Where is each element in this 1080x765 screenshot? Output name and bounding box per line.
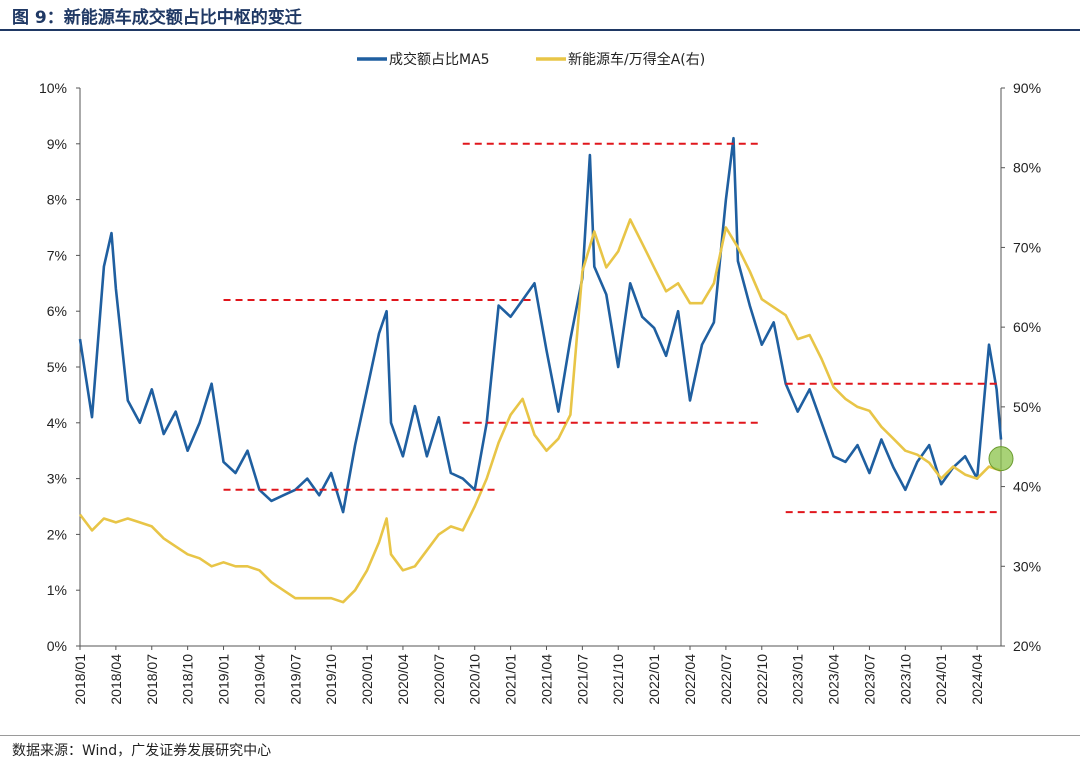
- x-tick-label: 2024/04: [969, 654, 985, 705]
- x-tick-label: 2021/07: [574, 654, 590, 705]
- x-tick-label: 2024/01: [933, 654, 949, 705]
- x-tick-label: 2019/10: [323, 654, 339, 705]
- right-tick-label: 30%: [1013, 558, 1041, 574]
- left-tick-label: 5%: [47, 359, 67, 375]
- x-tick-label: 2018/04: [108, 654, 124, 705]
- legend-label-1: 成交额占比MA5: [389, 51, 490, 68]
- x-tick-label: 2019/07: [287, 654, 303, 705]
- x-tick-label: 2022/07: [718, 654, 734, 705]
- x-tick-label: 2020/01: [359, 654, 375, 705]
- x-tick-label: 2021/01: [503, 654, 519, 705]
- x-tick-label: 2022/10: [754, 654, 770, 705]
- figure-title: 图 9：新能源车成交额占比中枢的变迁: [12, 8, 302, 28]
- left-tick-label: 10%: [39, 80, 67, 96]
- x-tick-label: 2023/10: [897, 654, 913, 705]
- legend-label-2: 新能源车/万得全A(右): [568, 51, 705, 68]
- series-line-2: [78, 218, 1002, 604]
- right-tick-label: 80%: [1013, 160, 1041, 176]
- right-tick-label: 70%: [1013, 239, 1041, 255]
- data-source: 数据来源：Wind，广发证券发展研究中心: [12, 743, 272, 759]
- x-tick-label: 2020/10: [467, 654, 483, 705]
- right-tick-label: 50%: [1013, 399, 1041, 415]
- left-tick-label: 9%: [47, 136, 67, 152]
- x-tick-label: 2023/04: [826, 654, 842, 705]
- source-divider: [0, 735, 1080, 736]
- right-tick-label: 90%: [1013, 80, 1041, 96]
- x-tick-label: 2023/01: [790, 654, 806, 705]
- left-tick-label: 0%: [47, 638, 67, 654]
- x-tick-label: 2022/04: [682, 654, 698, 705]
- highlight-marker: [988, 446, 1014, 472]
- chart: 0% 1% 2% 3% 4% 5% 6% 7% 8% 9% 10% 20% 30% 40% 50% 60% 70…: [39, 51, 1041, 705]
- series-line-1: [78, 136, 1003, 514]
- x-tick-label: 2021/04: [538, 654, 554, 705]
- left-tick-label: 1%: [47, 582, 67, 598]
- x-tick-label: 2019/04: [251, 654, 267, 705]
- left-tick-label: 8%: [47, 192, 67, 208]
- x-tick-label: 2021/10: [610, 654, 626, 705]
- left-tick-label: 3%: [47, 471, 67, 487]
- x-tick-label: 2023/07: [861, 654, 877, 705]
- x-tick-label: 2018/07: [144, 654, 160, 705]
- right-tick-label: 20%: [1013, 638, 1041, 654]
- left-tick-label: 6%: [47, 303, 67, 319]
- x-tick-label: 2022/01: [646, 654, 662, 705]
- x-tick-label: 2020/07: [431, 654, 447, 705]
- right-tick-label: 60%: [1013, 319, 1041, 335]
- x-tick-label: 2018/01: [72, 654, 88, 705]
- title-divider: [0, 29, 1080, 31]
- left-tick-label: 7%: [47, 247, 67, 263]
- left-tick-label: 2%: [47, 526, 67, 542]
- x-tick-label: 2020/04: [395, 654, 411, 705]
- x-tick-label: 2019/01: [216, 654, 232, 705]
- left-tick-label: 4%: [47, 415, 67, 431]
- x-tick-label: 2018/10: [180, 654, 196, 705]
- right-tick-label: 40%: [1013, 479, 1041, 495]
